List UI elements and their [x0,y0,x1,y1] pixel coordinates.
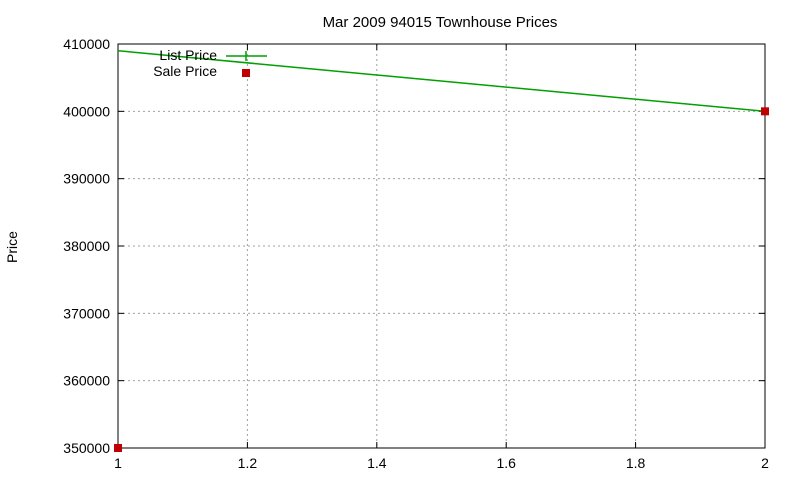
chart-title: Mar 2009 94015 Townhouse Prices [323,14,558,31]
grid [118,44,765,448]
y-axis-label: Price [4,231,20,263]
x-tick-label: 1.2 [238,455,258,471]
y-tick-label: 370000 [63,305,110,321]
x-tick-label: 1.6 [496,455,516,471]
x-tick-label: 1.4 [367,455,387,471]
y-tick-label: 390000 [63,171,110,187]
data-point-sale-price [114,444,122,452]
x-tick-label: 2 [761,455,769,471]
x-tick-label: 1.8 [626,455,646,471]
legend-swatch-square [242,69,250,77]
y-tick-label: 380000 [63,238,110,254]
y-tick-label: 400000 [63,103,110,119]
legend-label: List Price [159,47,217,63]
y-tick-label: 360000 [63,373,110,389]
series-line-list-price [117,49,766,113]
y-tick-label: 410000 [63,36,110,52]
plot-frame [117,43,766,449]
legend-label: Sale Price [153,63,217,79]
y-tick-label: 350000 [63,440,110,456]
series-layer [114,49,769,452]
x-tick-label: 1 [114,455,122,471]
data-point-sale-price [761,107,769,116]
axis-ticks: 350000 360000 370000 380000 390000 400000 4100… [63,36,769,471]
